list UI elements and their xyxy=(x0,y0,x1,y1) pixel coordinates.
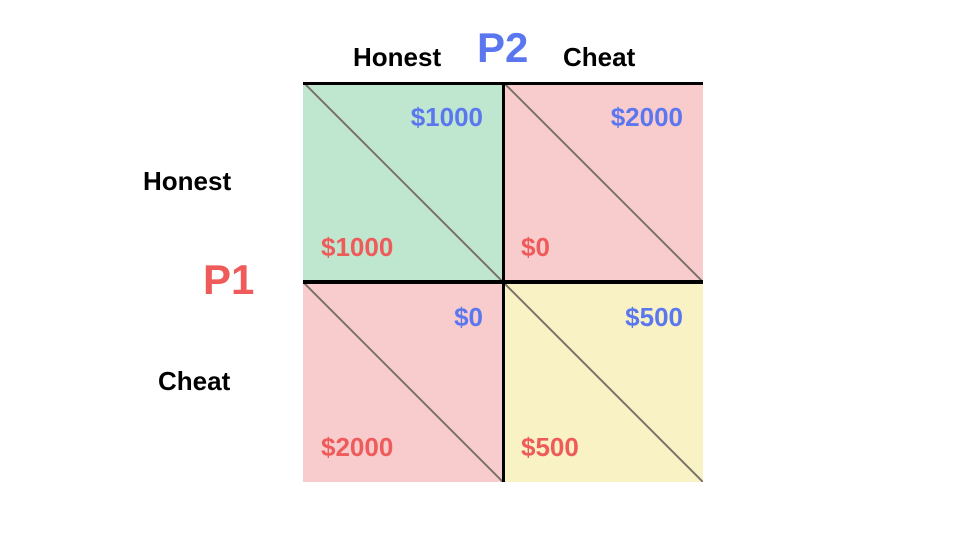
top-border xyxy=(303,82,703,85)
p2-strategy-honest: Honest xyxy=(353,42,441,73)
p2-payoff: $0 xyxy=(454,302,483,333)
p2-payoff: $1000 xyxy=(411,102,483,133)
player2-label: P2 xyxy=(477,24,528,72)
diagram-stage: P2 P1 Honest Cheat Honest Cheat $1000$10… xyxy=(0,0,958,541)
p2-payoff: $2000 xyxy=(611,102,683,133)
p1-payoff: $0 xyxy=(521,232,550,263)
p1-payoff: $500 xyxy=(521,432,579,463)
p2-strategy-cheat: Cheat xyxy=(563,42,635,73)
p1-strategy-honest: Honest xyxy=(143,166,231,197)
vertical-divider xyxy=(502,82,505,482)
p1-strategy-cheat: Cheat xyxy=(158,366,230,397)
payoff-matrix: $1000 $1000 $2000 $0 $0 $2000 $500 $500 xyxy=(303,82,703,482)
p1-payoff: $2000 xyxy=(321,432,393,463)
p1-payoff: $1000 xyxy=(321,232,393,263)
p2-payoff: $500 xyxy=(625,302,683,333)
player1-label: P1 xyxy=(203,256,254,304)
